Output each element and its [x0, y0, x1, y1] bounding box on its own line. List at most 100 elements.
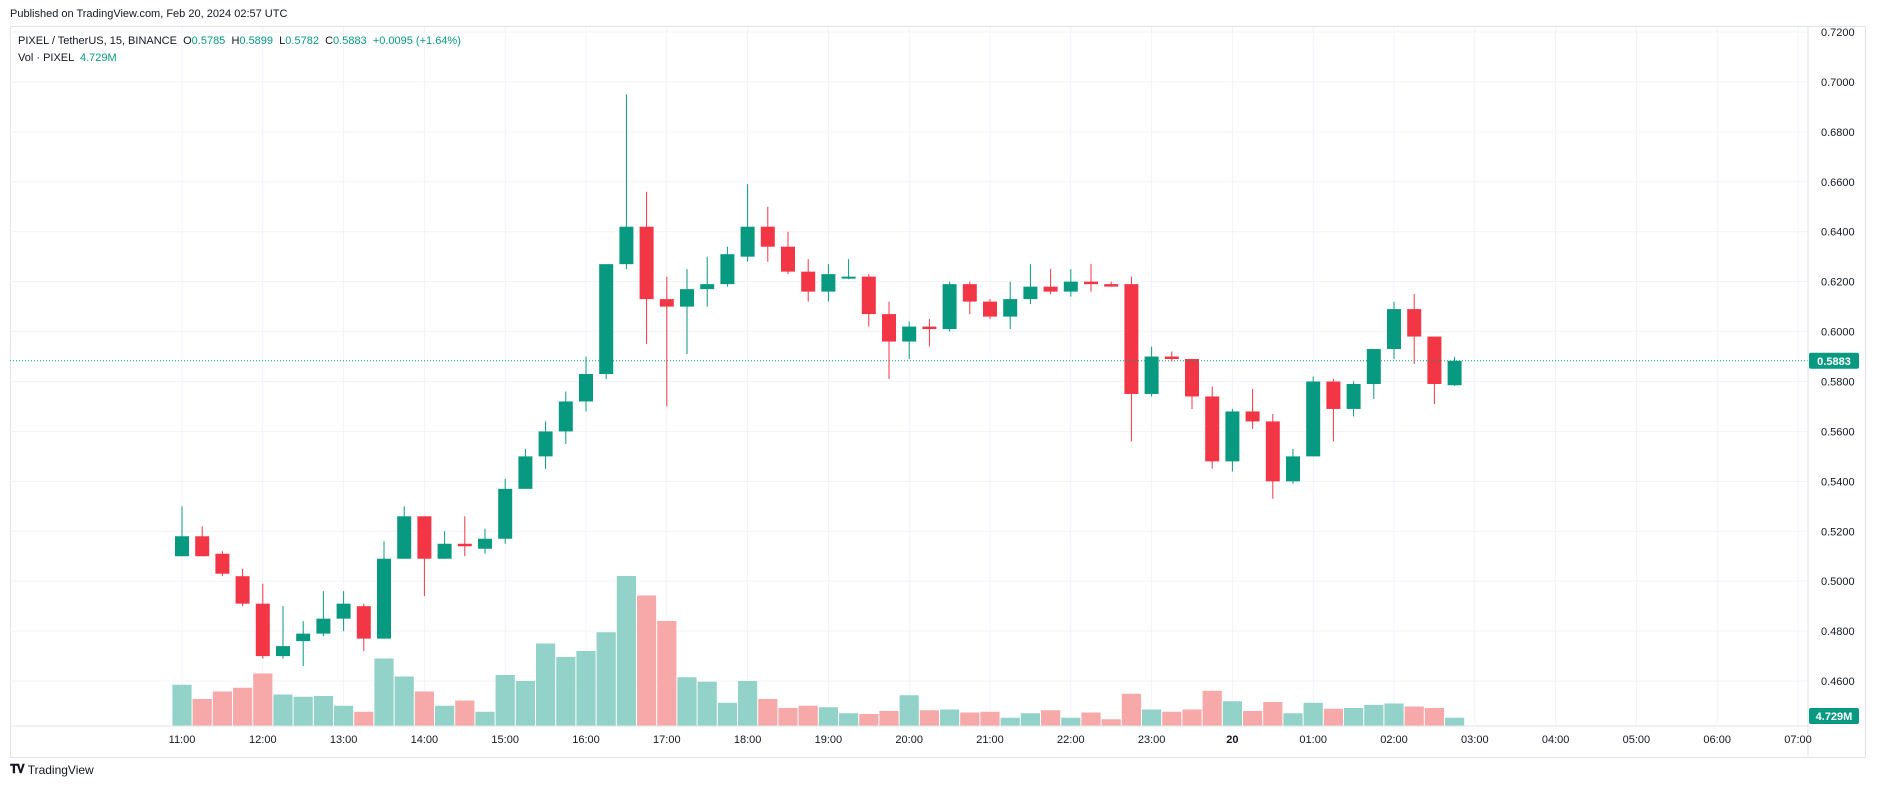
- candle-body: [377, 558, 391, 639]
- candle-body: [457, 543, 472, 547]
- candle: [437, 531, 452, 559]
- price-tick-label: 0.5200: [1821, 526, 1855, 538]
- candle-body: [1124, 284, 1139, 394]
- candle-body: [579, 374, 593, 402]
- candle-body: [720, 254, 735, 285]
- candle: [1205, 386, 1220, 469]
- volume-bar: [576, 651, 596, 726]
- volume-bar: [1182, 709, 1202, 726]
- candle: [861, 274, 876, 327]
- change-value: +0.0095 (+1.64%): [372, 35, 461, 47]
- volume-bar: [233, 687, 253, 726]
- candle: [457, 516, 472, 557]
- volume-bar: [1121, 693, 1141, 726]
- time-tick-label: 23:00: [1138, 734, 1166, 746]
- candle-body: [599, 264, 614, 375]
- candle: [175, 506, 189, 557]
- time-tick-label: 13:00: [330, 734, 358, 746]
- candle-body: [1023, 286, 1038, 300]
- candle: [1427, 336, 1442, 404]
- open-value: 0.5785: [191, 35, 226, 47]
- low-label: L: [279, 35, 286, 47]
- volume-bar: [515, 681, 535, 726]
- candle: [1306, 376, 1321, 457]
- candle: [1003, 281, 1018, 330]
- high-label: H: [231, 35, 240, 47]
- price-tick-label: 0.7000: [1821, 77, 1855, 89]
- volume-bar: [596, 632, 616, 726]
- time-axis: 11:00 12:00 13:00 14:00 15:00 16:00 17:00 18:00…: [10, 725, 1812, 746]
- volume-bar: [758, 699, 778, 726]
- volume-value: 4.729M: [79, 52, 117, 64]
- candle: [235, 568, 250, 607]
- volume-bar: [536, 643, 556, 726]
- candle-body: [1306, 381, 1321, 457]
- volume-bar: [192, 699, 212, 726]
- price-tick-label: 0.6600: [1821, 177, 1855, 189]
- candle-body: [659, 299, 674, 307]
- volume-bar: [1344, 708, 1364, 726]
- candle-body: [882, 314, 896, 342]
- brand-name: TradingView: [27, 762, 94, 777]
- candle-body: [195, 536, 210, 557]
- volume-bar: [1243, 711, 1263, 726]
- volume-badge-text: 4.729M: [1816, 711, 1853, 723]
- candle: [1084, 264, 1098, 292]
- tradingview-brand[interactable]: 𝐓𝐕 TradingView: [10, 762, 94, 777]
- volume-bar: [394, 676, 414, 726]
- time-tick-label: 05:00: [1623, 734, 1651, 746]
- candle: [720, 246, 735, 287]
- candle: [377, 541, 391, 639]
- volume-bar: [313, 696, 333, 726]
- candle: [1144, 346, 1159, 397]
- volume-bar: [960, 712, 980, 726]
- time-tick-label: 07:00: [1784, 734, 1812, 746]
- candle-body: [1144, 356, 1159, 394]
- volume-badge: [1809, 708, 1859, 724]
- last-price-line: 0.5883 4.729M: [10, 352, 1859, 724]
- candle: [215, 551, 230, 577]
- volume-bar: [556, 657, 576, 726]
- candle-body: [1407, 309, 1422, 337]
- volume-legend[interactable]: Vol · PIXEL 4.729M: [18, 52, 117, 64]
- candle-body: [861, 276, 876, 315]
- time-tick-label: 04:00: [1542, 734, 1570, 746]
- price-tick-label: 0.5600: [1821, 426, 1855, 438]
- volume-bar: [798, 705, 818, 726]
- candle-body: [1003, 299, 1018, 317]
- high-value: 0.5899: [239, 35, 274, 47]
- time-tick-label: 19:00: [815, 734, 843, 746]
- candle-body: [821, 274, 836, 292]
- price-tick-label: 0.5800: [1821, 376, 1855, 388]
- volume-bars: [172, 576, 1465, 726]
- candle: [498, 478, 513, 544]
- volume-bar: [1424, 708, 1444, 726]
- volume-bar: [1000, 717, 1020, 726]
- candle: [356, 603, 371, 652]
- candle: [781, 231, 795, 275]
- time-tick-label: 03:00: [1461, 734, 1489, 746]
- price-tick-label: 0.5000: [1821, 576, 1855, 588]
- chart-grid: [10, 27, 1808, 726]
- candle: [1326, 378, 1341, 442]
- volume-bar: [1202, 690, 1222, 726]
- symbol-legend[interactable]: PIXEL / TetherUS, 15, BINANCE O0.5785 H0…: [18, 35, 461, 47]
- volume-bar: [1364, 705, 1384, 726]
- volume-bar: [293, 696, 313, 726]
- candle: [599, 264, 614, 379]
- volume-bar: [697, 681, 717, 726]
- volume-bar: [455, 700, 475, 726]
- volume-bar: [980, 711, 1000, 726]
- volume-bar: [495, 675, 515, 726]
- volume-bar: [1303, 702, 1323, 726]
- candle: [882, 301, 896, 379]
- price-tick-label: 0.6000: [1821, 327, 1855, 339]
- last-price-badge: [1809, 352, 1859, 369]
- candle: [538, 421, 553, 469]
- candle-body: [1286, 456, 1300, 482]
- candle: [397, 506, 412, 559]
- candle: [1124, 276, 1139, 442]
- candle: [1366, 349, 1381, 399]
- candle: [659, 276, 674, 407]
